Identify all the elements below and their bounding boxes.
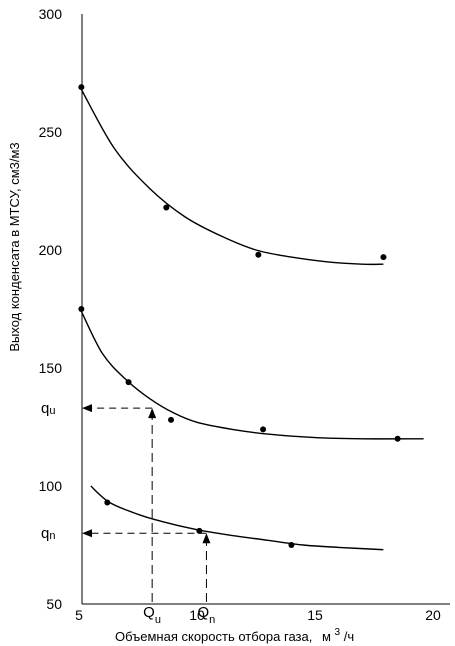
annotation-qn-x-label-base: Q [197, 604, 209, 621]
data-point-2-1 [78, 306, 85, 312]
x-axis-unit-exp: 3 [335, 627, 341, 638]
data-point-1-1 [78, 84, 85, 91]
data-point-3-3 [288, 542, 295, 548]
data-point-2-5 [394, 435, 401, 442]
x-tick-label-5: 5 [75, 607, 83, 623]
annotation-qn-left-arrow [82, 529, 92, 538]
annotation-qu-y-label-base: q [41, 400, 49, 417]
data-points [78, 84, 401, 548]
annotation-qn-y-label-sub: n [49, 530, 55, 542]
y-tick-label-50: 50 [46, 596, 62, 612]
y-tick-label-300: 300 [39, 6, 63, 22]
data-point-2-4 [260, 426, 267, 433]
x-tick-label-20: 20 [425, 607, 441, 623]
y-tick-label-250: 250 [39, 124, 63, 140]
fit-curve-3 [90, 485, 384, 551]
data-point-1-2 [163, 204, 170, 211]
annotation-qn-y-label-base: q [41, 525, 49, 542]
annotation-qu-left-arrow [82, 404, 92, 413]
annotation-qu-x-label-base: Q [143, 604, 155, 621]
data-point-3-1 [104, 499, 111, 506]
y-tick-label-150: 150 [39, 360, 63, 376]
x-tick-label-15: 15 [307, 607, 323, 623]
y-tick-labels: 50 100 150 200 250 300 [39, 6, 63, 612]
fit-curve-2 [80, 311, 424, 440]
x-axis-unit-tail: /ч [344, 629, 354, 644]
x-tick-label-10: 10 [189, 607, 205, 623]
annotation-qu-up-arrow [148, 408, 157, 419]
y-tick-label-100: 100 [39, 478, 63, 494]
x-axis-label-text: Объемная скорость отбора газа, [115, 629, 312, 644]
data-point-3-2 [196, 527, 203, 534]
fit-curves [80, 89, 424, 551]
annotation-qu-y-label-sub: u [49, 405, 55, 417]
annotation-qn-x-label-sub: n [209, 614, 215, 626]
annotation-qn-y-label: qn [41, 525, 55, 542]
annotation-qn-x-label: Qn [197, 604, 215, 626]
data-point-1-4 [380, 254, 387, 261]
data-point-1-3 [255, 251, 262, 258]
annotation-qu-y-label: qu [41, 400, 55, 417]
y-tick-label-200: 200 [39, 242, 63, 258]
annotation-qn-up-arrow [202, 533, 211, 544]
x-axis-unit-base: м [322, 629, 331, 644]
fit-curve-1 [80, 89, 384, 266]
plot-area [81, 14, 450, 605]
y-axis-label: Выход конденсата в МТСУ, см3/м3 [7, 142, 22, 351]
data-point-2-3 [168, 416, 175, 423]
x-tick-labels: 5 10 15 20 [75, 607, 441, 623]
annotation-qu-x-label-sub: u [155, 614, 161, 626]
x-axis-label: Объемная скорость отбора газа, м 3 /ч [115, 623, 354, 644]
data-point-2-2 [125, 379, 132, 386]
annotation-qu-x-label: Qu [143, 604, 161, 626]
